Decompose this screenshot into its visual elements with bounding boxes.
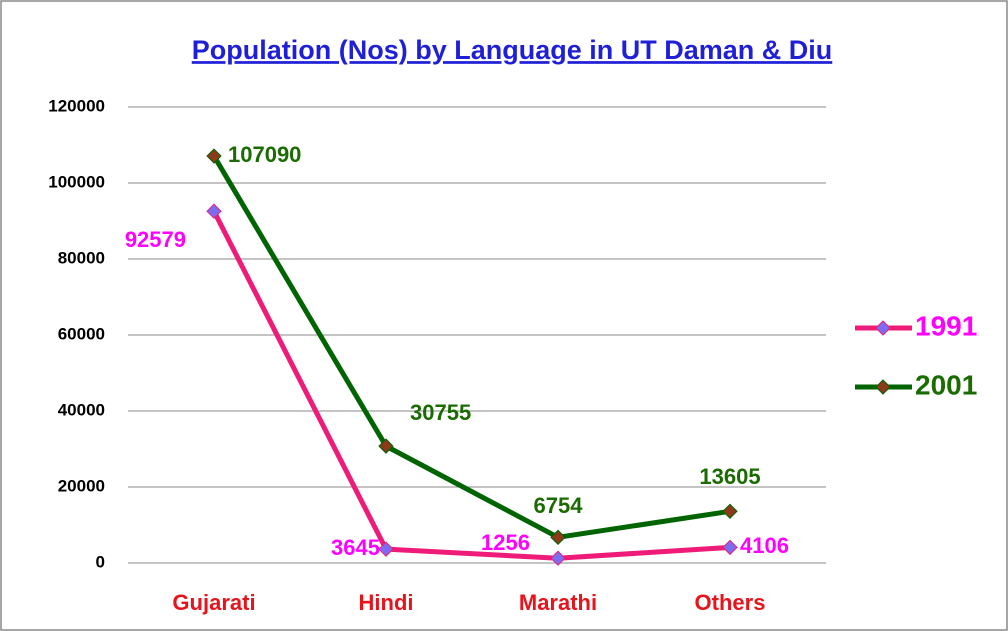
y-tick-label: 40000 xyxy=(58,400,105,419)
y-tick-label: 80000 xyxy=(58,248,105,267)
x-tick-label: Gujarati xyxy=(172,590,255,615)
series-line xyxy=(211,154,731,540)
point-marker xyxy=(378,438,394,454)
x-tick-label: Hindi xyxy=(359,590,414,615)
legend-marker xyxy=(875,320,891,336)
point-marker xyxy=(722,503,738,520)
legend-label: 2001 xyxy=(915,369,977,400)
data-label: 3645 xyxy=(331,535,380,560)
legend-label: 1991 xyxy=(915,310,977,341)
series-line xyxy=(211,210,731,561)
y-tick-label: 60000 xyxy=(58,324,105,343)
y-tick-label: 0 xyxy=(96,552,105,571)
data-label: 13605 xyxy=(699,464,760,489)
data-label: 92579 xyxy=(125,227,186,252)
point-marker xyxy=(206,203,222,219)
point-marker xyxy=(722,539,738,556)
data-label: 30755 xyxy=(410,400,471,425)
y-tick-label: 100000 xyxy=(48,172,105,191)
chart-title: Population (Nos) by Language in UT Daman… xyxy=(192,35,833,65)
data-label: 107090 xyxy=(228,142,301,167)
data-label: 6754 xyxy=(534,493,584,518)
x-tick-label: Marathi xyxy=(519,590,597,615)
point-marker xyxy=(206,148,222,164)
data-label: 4106 xyxy=(740,533,789,558)
point-marker xyxy=(550,550,566,566)
data-label: 1256 xyxy=(481,530,530,555)
y-tick-label: 20000 xyxy=(58,476,105,495)
point-marker xyxy=(550,529,566,546)
point-marker xyxy=(378,541,394,557)
x-tick-label: Others xyxy=(695,590,766,615)
y-tick-label: 120000 xyxy=(48,96,105,115)
legend-marker xyxy=(875,379,891,395)
